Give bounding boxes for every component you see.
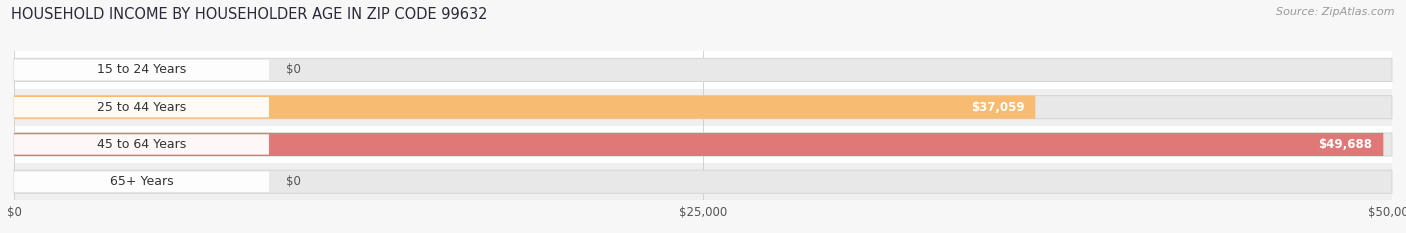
Text: 15 to 24 Years: 15 to 24 Years: [97, 63, 186, 76]
Text: 65+ Years: 65+ Years: [110, 175, 173, 188]
Bar: [14, 89, 1392, 126]
FancyBboxPatch shape: [14, 170, 1392, 193]
Text: $49,688: $49,688: [1319, 138, 1372, 151]
Text: Source: ZipAtlas.com: Source: ZipAtlas.com: [1277, 7, 1395, 17]
FancyBboxPatch shape: [14, 133, 1392, 156]
Bar: [14, 126, 1392, 163]
FancyBboxPatch shape: [14, 133, 1384, 156]
Text: $0: $0: [285, 175, 301, 188]
Text: 45 to 64 Years: 45 to 64 Years: [97, 138, 186, 151]
FancyBboxPatch shape: [14, 58, 1392, 82]
FancyBboxPatch shape: [14, 171, 269, 192]
Text: $0: $0: [285, 63, 301, 76]
FancyBboxPatch shape: [14, 134, 269, 155]
Text: $37,059: $37,059: [970, 101, 1025, 114]
FancyBboxPatch shape: [14, 96, 1035, 119]
FancyBboxPatch shape: [14, 60, 269, 80]
Text: 25 to 44 Years: 25 to 44 Years: [97, 101, 186, 114]
FancyBboxPatch shape: [14, 96, 1392, 119]
Bar: [14, 51, 1392, 89]
Text: HOUSEHOLD INCOME BY HOUSEHOLDER AGE IN ZIP CODE 99632: HOUSEHOLD INCOME BY HOUSEHOLDER AGE IN Z…: [11, 7, 488, 22]
FancyBboxPatch shape: [14, 97, 269, 117]
Bar: [14, 163, 1392, 200]
